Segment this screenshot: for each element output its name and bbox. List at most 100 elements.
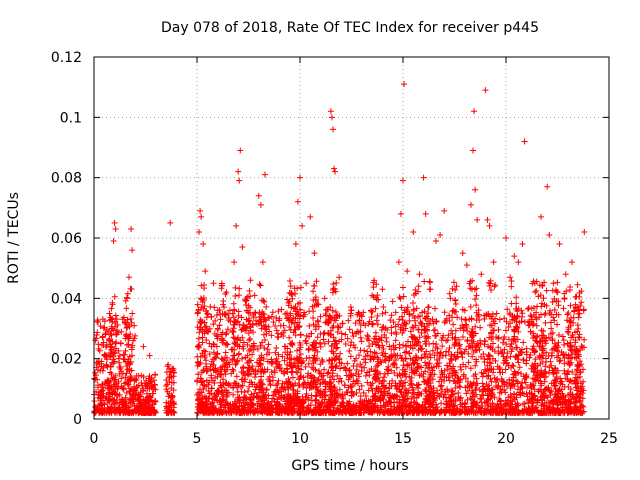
data-point	[98, 402, 105, 409]
data-point	[467, 201, 474, 208]
data-point	[417, 319, 424, 326]
data-point	[152, 398, 159, 405]
data-point	[346, 366, 353, 373]
data-point	[472, 296, 479, 303]
data-point	[303, 280, 310, 287]
data-point	[118, 375, 125, 382]
data-point	[346, 347, 353, 354]
data-point	[405, 390, 412, 397]
data-point	[171, 409, 178, 416]
data-point	[151, 381, 158, 388]
data-point	[410, 228, 417, 235]
data-point	[148, 376, 155, 383]
data-point	[272, 349, 279, 356]
data-point	[437, 231, 444, 238]
data-point	[134, 395, 141, 402]
data-point	[400, 342, 407, 349]
data-point	[482, 87, 489, 94]
data-point	[129, 247, 136, 254]
data-point	[554, 321, 561, 328]
data-point	[112, 225, 119, 232]
data-point	[96, 389, 103, 396]
data-point	[421, 278, 428, 285]
data-point	[230, 328, 237, 335]
data-point	[194, 353, 201, 360]
data-point	[111, 293, 118, 300]
data-point	[168, 394, 175, 401]
data-point	[533, 287, 540, 294]
data-point	[195, 335, 202, 342]
data-point	[120, 314, 127, 321]
data-point	[302, 337, 309, 344]
data-point	[130, 398, 137, 405]
data-point	[117, 399, 124, 406]
data-point	[108, 404, 115, 411]
data-point	[430, 327, 437, 334]
data-point	[210, 280, 217, 287]
data-point	[170, 404, 177, 411]
data-point	[332, 355, 339, 362]
data-point	[145, 380, 152, 387]
data-point	[288, 369, 295, 376]
data-point	[294, 369, 301, 376]
data-point	[120, 409, 127, 416]
data-point	[92, 376, 99, 383]
data-point	[92, 337, 99, 344]
data-point	[168, 379, 175, 386]
data-point	[396, 294, 403, 301]
data-point	[306, 323, 313, 330]
data-point	[249, 351, 256, 358]
data-point	[311, 250, 318, 257]
data-point	[111, 405, 118, 412]
data-point	[100, 325, 107, 332]
data-point	[422, 359, 429, 366]
data-point	[328, 114, 335, 121]
data-point	[428, 364, 435, 371]
data-point	[133, 384, 140, 391]
data-point	[427, 279, 434, 286]
data-point	[98, 388, 105, 395]
data-point	[167, 219, 174, 226]
data-point	[556, 358, 563, 365]
data-point	[270, 318, 277, 325]
data-point	[230, 300, 237, 307]
data-point	[265, 341, 272, 348]
data-point	[116, 352, 123, 359]
y-tick-label: 0.02	[51, 352, 82, 368]
data-points	[91, 81, 588, 416]
data-point	[508, 283, 515, 290]
data-point	[146, 393, 153, 400]
data-point	[104, 404, 111, 411]
data-point	[223, 340, 230, 347]
data-point	[348, 307, 355, 314]
data-point	[441, 207, 448, 214]
data-point	[163, 386, 170, 393]
data-point	[140, 387, 147, 394]
data-point	[422, 327, 429, 334]
data-point	[264, 346, 271, 353]
data-point	[239, 355, 246, 362]
data-point	[167, 368, 174, 375]
data-point	[398, 304, 405, 311]
data-point	[373, 317, 380, 324]
data-point	[404, 268, 411, 275]
data-point	[379, 286, 386, 293]
data-point	[255, 192, 262, 199]
x-tick-label: 20	[497, 431, 515, 447]
data-point	[138, 379, 145, 386]
data-point	[307, 213, 314, 220]
data-point	[433, 341, 440, 348]
data-point	[235, 292, 242, 299]
data-point	[415, 283, 422, 290]
data-point	[430, 340, 437, 347]
data-point	[564, 311, 571, 318]
data-point	[427, 286, 434, 293]
data-point	[111, 219, 118, 226]
data-point	[467, 303, 474, 310]
data-point	[145, 398, 152, 405]
data-point	[234, 388, 241, 395]
data-point	[358, 338, 365, 345]
data-point	[246, 287, 253, 294]
data-point	[511, 253, 518, 260]
data-point	[166, 390, 173, 397]
